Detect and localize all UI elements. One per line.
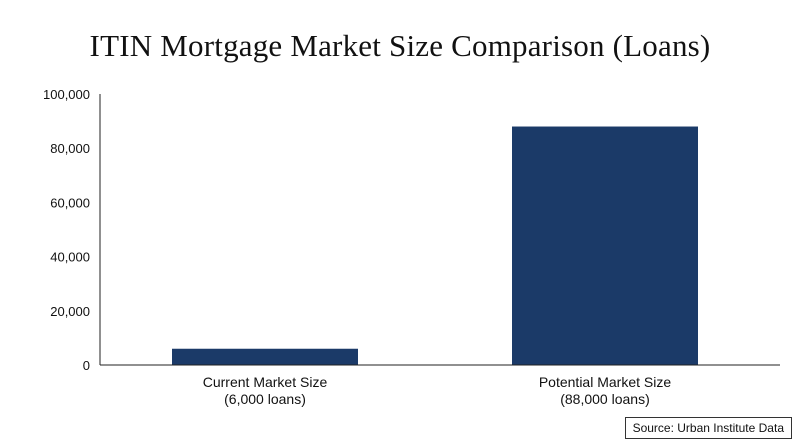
x-axis: Current Market Size(6,000 loans) Potentia… (100, 364, 780, 407)
x-category-label: Potential Market Size (539, 374, 671, 390)
bars (172, 126, 698, 366)
bar (172, 348, 358, 365)
y-tick-label: 40,000 (50, 250, 90, 265)
source-note: Source: Urban Institute Data (624, 417, 792, 439)
y-tick-label: 100,000 (43, 87, 90, 102)
x-category-label: Current Market Size (203, 374, 328, 390)
y-tick-label: 80,000 (50, 141, 90, 156)
y-axis: 0 20,000 40,000 60,000 80,000 100,000 (43, 87, 101, 373)
y-tick-label: 20,000 (50, 304, 90, 319)
bar (512, 126, 698, 366)
y-tick-label: 0 (83, 358, 90, 373)
x-category-label: (6,000 loans) (224, 391, 306, 407)
x-category-label: (88,000 loans) (560, 391, 650, 407)
y-tick-label: 60,000 (50, 195, 90, 210)
chart-title: ITIN Mortgage Market Size Comparison (Lo… (89, 28, 711, 63)
